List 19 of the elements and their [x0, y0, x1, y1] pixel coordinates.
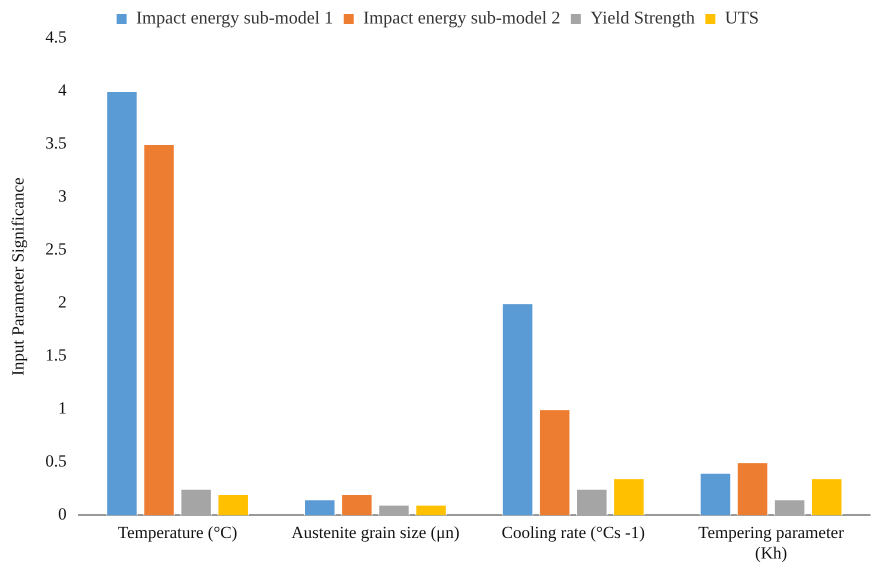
x-tick-label: Cooling rate (°Cs -1): [502, 522, 645, 542]
y-tick-label: 2.5: [45, 240, 67, 259]
y-tick-label: 1.5: [45, 346, 67, 365]
legend-label: Yield Strength: [590, 8, 695, 28]
y-tick-label: 0: [58, 504, 67, 524]
y-tick-label: 3: [58, 186, 67, 206]
y-tick-label: 1: [58, 398, 67, 418]
legend-label: Impact energy sub-model 1: [136, 8, 334, 28]
x-tick-label: Austenite grain size (μn): [291, 522, 460, 542]
y-tick-label: 4.5: [45, 27, 67, 46]
y-tick-label: 0.5: [45, 452, 67, 471]
y-axis-title: Input Parameter Significance: [8, 177, 28, 376]
x-tick-label: Temperature (°C): [118, 522, 238, 542]
y-tick-label: 3.5: [45, 134, 67, 153]
legend-label: Impact energy sub-model 2: [363, 8, 560, 28]
legend-label: UTS: [724, 8, 759, 28]
y-tick-label: 2: [58, 292, 67, 312]
x-tick-label: Tempering parameter (Kh): [698, 522, 844, 562]
y-tick-label: 4: [58, 80, 68, 100]
